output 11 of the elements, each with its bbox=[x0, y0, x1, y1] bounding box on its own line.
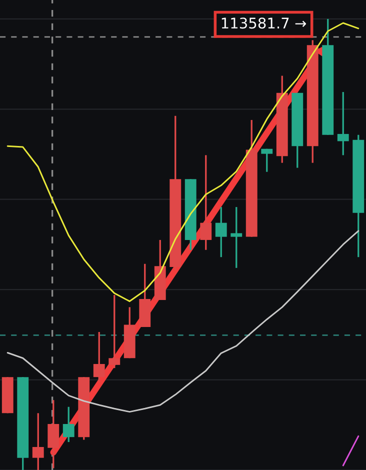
candlestick bbox=[215, 206, 227, 258]
candlestick bbox=[337, 91, 349, 156]
candlestick bbox=[93, 331, 105, 383]
candlestick bbox=[261, 148, 273, 173]
candlestick bbox=[62, 406, 74, 443]
candlestick bbox=[108, 294, 120, 369]
candlestick bbox=[48, 399, 60, 470]
candlestick bbox=[32, 412, 44, 470]
candlestick bbox=[200, 154, 212, 251]
ref-line-label: 113581.7 → bbox=[222, 18, 306, 29]
candlestick bbox=[230, 206, 242, 269]
